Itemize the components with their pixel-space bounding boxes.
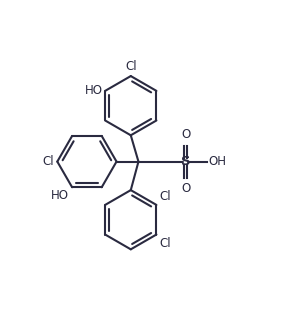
Text: O: O <box>181 182 190 195</box>
Text: OH: OH <box>209 155 227 168</box>
Text: Cl: Cl <box>43 155 54 168</box>
Text: HO: HO <box>85 84 102 97</box>
Text: Cl: Cl <box>125 60 137 73</box>
Text: HO: HO <box>51 189 69 202</box>
Text: S: S <box>181 155 190 168</box>
Text: Cl: Cl <box>159 190 171 203</box>
Text: O: O <box>181 128 190 141</box>
Text: Cl: Cl <box>159 237 171 250</box>
